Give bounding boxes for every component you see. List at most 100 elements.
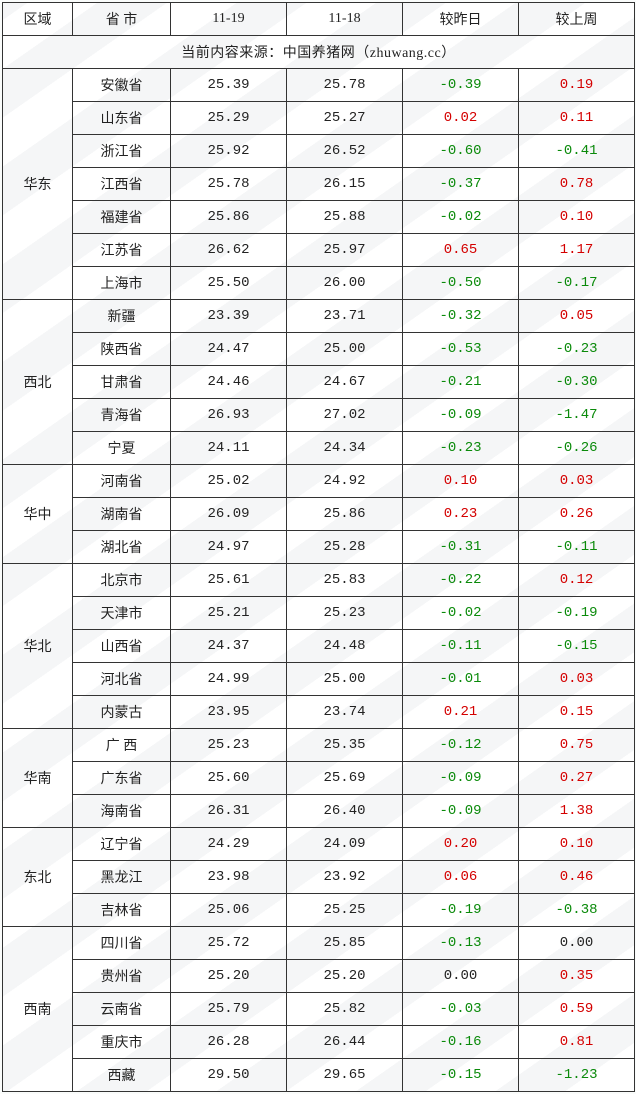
value-d2: 25.82 (287, 993, 403, 1026)
table-row: 西北新疆23.3923.71-0.320.05 (3, 300, 635, 333)
region-cell: 华南 (3, 729, 73, 828)
province-cell: 天津市 (73, 597, 171, 630)
diff-week: -0.41 (519, 135, 635, 168)
value-d1: 24.46 (171, 366, 287, 399)
header-d1: 11-19 (171, 3, 287, 36)
price-table: 区域 省 市 11-19 11-18 较昨日 较上周 当前内容来源：中国养猪网（… (2, 2, 635, 1092)
diff-day: 0.00 (403, 960, 519, 993)
value-d1: 25.39 (171, 69, 287, 102)
table-row: 甘肃省24.4624.67-0.21-0.30 (3, 366, 635, 399)
value-d1: 25.78 (171, 168, 287, 201)
region-cell: 华北 (3, 564, 73, 729)
region-cell: 西南 (3, 927, 73, 1092)
table-row: 华南广 西25.2325.35-0.120.75 (3, 729, 635, 762)
diff-week: 0.05 (519, 300, 635, 333)
diff-day: -0.03 (403, 993, 519, 1026)
value-d2: 29.65 (287, 1059, 403, 1092)
province-cell: 黑龙江 (73, 861, 171, 894)
table-row: 福建省25.8625.88-0.020.10 (3, 201, 635, 234)
diff-day: 0.23 (403, 498, 519, 531)
table-row: 黑龙江23.9823.920.060.46 (3, 861, 635, 894)
diff-week: 0.81 (519, 1026, 635, 1059)
table-row: 东北辽宁省24.2924.090.200.10 (3, 828, 635, 861)
value-d2: 25.78 (287, 69, 403, 102)
value-d2: 25.35 (287, 729, 403, 762)
province-cell: 贵州省 (73, 960, 171, 993)
diff-day: -0.50 (403, 267, 519, 300)
province-cell: 河北省 (73, 663, 171, 696)
diff-day: -0.32 (403, 300, 519, 333)
value-d2: 25.86 (287, 498, 403, 531)
table-row: 海南省26.3126.40-0.091.38 (3, 795, 635, 828)
value-d1: 26.93 (171, 399, 287, 432)
diff-week: -1.23 (519, 1059, 635, 1092)
table-row: 陕西省24.4725.00-0.53-0.23 (3, 333, 635, 366)
value-d1: 23.95 (171, 696, 287, 729)
diff-day: 0.65 (403, 234, 519, 267)
province-cell: 内蒙古 (73, 696, 171, 729)
diff-day: -0.02 (403, 597, 519, 630)
table-row: 江苏省26.6225.970.651.17 (3, 234, 635, 267)
value-d2: 26.00 (287, 267, 403, 300)
diff-week: -0.38 (519, 894, 635, 927)
table-row: 重庆市26.2826.44-0.160.81 (3, 1026, 635, 1059)
value-d1: 29.50 (171, 1059, 287, 1092)
header-diff-week: 较上周 (519, 3, 635, 36)
province-cell: 吉林省 (73, 894, 171, 927)
diff-day: -0.31 (403, 531, 519, 564)
diff-day: 0.06 (403, 861, 519, 894)
value-d2: 23.71 (287, 300, 403, 333)
diff-day: -0.22 (403, 564, 519, 597)
table-row: 贵州省25.2025.200.000.35 (3, 960, 635, 993)
value-d2: 25.83 (287, 564, 403, 597)
province-cell: 广 西 (73, 729, 171, 762)
value-d2: 25.85 (287, 927, 403, 960)
value-d2: 26.40 (287, 795, 403, 828)
value-d1: 24.97 (171, 531, 287, 564)
diff-week: 0.00 (519, 927, 635, 960)
value-d1: 25.06 (171, 894, 287, 927)
diff-week: -1.47 (519, 399, 635, 432)
diff-week: 0.11 (519, 102, 635, 135)
table-row: 江西省25.7826.15-0.370.78 (3, 168, 635, 201)
diff-week: 0.03 (519, 663, 635, 696)
province-cell: 福建省 (73, 201, 171, 234)
table-row: 浙江省25.9226.52-0.60-0.41 (3, 135, 635, 168)
value-d1: 25.23 (171, 729, 287, 762)
diff-week: -0.23 (519, 333, 635, 366)
table-row: 吉林省25.0625.25-0.19-0.38 (3, 894, 635, 927)
header-d2: 11-18 (287, 3, 403, 36)
province-cell: 新疆 (73, 300, 171, 333)
table-row: 内蒙古23.9523.740.210.15 (3, 696, 635, 729)
value-d1: 26.31 (171, 795, 287, 828)
diff-week: 0.10 (519, 201, 635, 234)
table-row: 华中河南省25.0224.920.100.03 (3, 465, 635, 498)
province-cell: 北京市 (73, 564, 171, 597)
table-row: 河北省24.9925.00-0.010.03 (3, 663, 635, 696)
diff-week: 0.59 (519, 993, 635, 1026)
diff-week: -0.17 (519, 267, 635, 300)
value-d1: 25.20 (171, 960, 287, 993)
value-d1: 25.21 (171, 597, 287, 630)
province-cell: 青海省 (73, 399, 171, 432)
province-cell: 江西省 (73, 168, 171, 201)
diff-day: 0.21 (403, 696, 519, 729)
province-cell: 山东省 (73, 102, 171, 135)
value-d1: 24.47 (171, 333, 287, 366)
table-row: 华北北京市25.6125.83-0.220.12 (3, 564, 635, 597)
table-row: 湖南省26.0925.860.230.26 (3, 498, 635, 531)
province-cell: 海南省 (73, 795, 171, 828)
value-d2: 25.20 (287, 960, 403, 993)
value-d2: 24.48 (287, 630, 403, 663)
diff-day: 0.02 (403, 102, 519, 135)
table-row: 天津市25.2125.23-0.02-0.19 (3, 597, 635, 630)
table-row: 云南省25.7925.82-0.030.59 (3, 993, 635, 1026)
table-row: 宁夏24.1124.34-0.23-0.26 (3, 432, 635, 465)
province-cell: 江苏省 (73, 234, 171, 267)
value-d2: 26.44 (287, 1026, 403, 1059)
value-d2: 24.09 (287, 828, 403, 861)
value-d1: 25.72 (171, 927, 287, 960)
diff-week: 0.75 (519, 729, 635, 762)
value-d2: 25.25 (287, 894, 403, 927)
province-cell: 浙江省 (73, 135, 171, 168)
